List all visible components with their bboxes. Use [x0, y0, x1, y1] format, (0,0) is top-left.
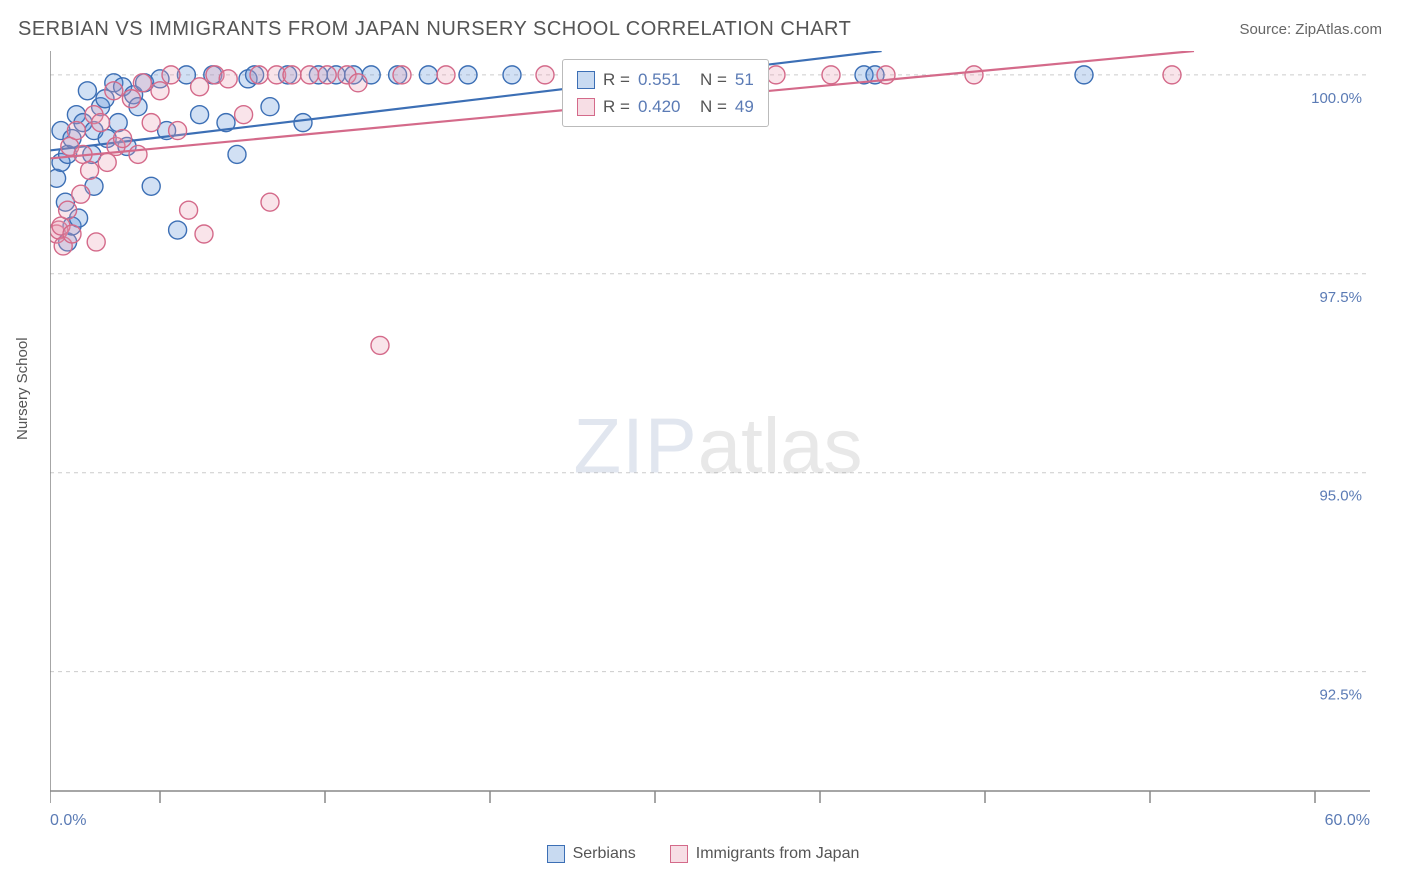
legend-swatch — [547, 845, 565, 863]
legend-label: Immigrants from Japan — [696, 845, 860, 863]
y-axis-label: Nursery School — [14, 337, 31, 440]
data-point — [109, 114, 127, 132]
data-point — [250, 66, 268, 84]
data-point — [191, 78, 209, 96]
data-point — [151, 82, 169, 100]
data-point — [133, 74, 151, 92]
legend-swatch — [670, 845, 688, 863]
data-point — [122, 90, 140, 108]
n-label: N = — [700, 93, 727, 120]
y-tick-label: 95.0% — [1319, 488, 1362, 505]
r-value: 0.420 — [638, 93, 692, 120]
data-point — [294, 114, 312, 132]
data-point — [301, 66, 319, 84]
data-point — [1163, 66, 1181, 84]
data-point — [283, 66, 301, 84]
data-point — [129, 145, 147, 163]
data-point — [142, 177, 160, 195]
data-point — [965, 66, 983, 84]
x-min-label: 0.0% — [50, 812, 86, 829]
stats-legend: R = 0.551 N = 51 R = 0.420 N = 49 — [562, 59, 769, 127]
data-point — [261, 193, 279, 211]
data-point — [219, 70, 237, 88]
chart-area: 92.5%95.0%97.5%100.0%0.0%60.0% ZIPatlas … — [50, 51, 1386, 841]
r-value: 0.551 — [638, 66, 692, 93]
data-point — [72, 185, 90, 203]
data-point — [459, 66, 477, 84]
n-label: N = — [700, 66, 727, 93]
r-label: R = — [603, 66, 630, 93]
data-point — [98, 153, 116, 171]
data-point — [235, 106, 253, 124]
scatter-chart: 92.5% 95.0% 97.5% 100.0% 0.0% 60.0% — [50, 51, 1370, 841]
source-label: Source: ZipAtlas.com — [1239, 21, 1382, 38]
legend-item: Serbians — [547, 845, 636, 863]
x-max-label: 60.0% — [1325, 812, 1370, 829]
data-point — [169, 122, 187, 140]
data-point — [228, 145, 246, 163]
r-label: R = — [603, 93, 630, 120]
data-point — [503, 66, 521, 84]
data-point — [67, 122, 85, 140]
data-point — [1075, 66, 1093, 84]
y-tick-label: 92.5% — [1319, 687, 1362, 704]
data-point — [767, 66, 785, 84]
y-tick-label: 97.5% — [1319, 289, 1362, 306]
data-point — [393, 66, 411, 84]
data-point — [81, 161, 99, 179]
legend-swatch — [577, 71, 595, 89]
data-point — [191, 106, 209, 124]
data-point — [349, 74, 367, 92]
data-point — [50, 169, 66, 187]
data-point — [318, 66, 336, 84]
data-point — [169, 221, 187, 239]
data-point — [78, 82, 96, 100]
data-point — [437, 66, 455, 84]
data-point — [87, 233, 105, 251]
n-value: 49 — [735, 93, 754, 120]
legend-swatch — [577, 98, 595, 116]
stats-legend-row: R = 0.420 N = 49 — [577, 93, 754, 120]
data-point — [419, 66, 437, 84]
data-point — [822, 66, 840, 84]
data-point — [114, 130, 132, 148]
chart-title: SERBIAN VS IMMIGRANTS FROM JAPAN NURSERY… — [18, 18, 851, 41]
stats-legend-row: R = 0.551 N = 51 — [577, 66, 754, 93]
n-value: 51 — [735, 66, 754, 93]
data-point — [180, 201, 198, 219]
data-point — [92, 114, 110, 132]
data-point — [371, 336, 389, 354]
data-point — [536, 66, 554, 84]
data-point — [195, 225, 213, 243]
legend-item: Immigrants from Japan — [670, 845, 860, 863]
y-tick-label: 100.0% — [1311, 90, 1362, 107]
data-point — [142, 114, 160, 132]
data-point — [162, 66, 180, 84]
series-legend: Serbians Immigrants from Japan — [0, 845, 1406, 863]
data-point — [105, 82, 123, 100]
data-point — [63, 225, 81, 243]
data-point — [59, 201, 77, 219]
data-point — [261, 98, 279, 116]
legend-label: Serbians — [573, 845, 636, 863]
